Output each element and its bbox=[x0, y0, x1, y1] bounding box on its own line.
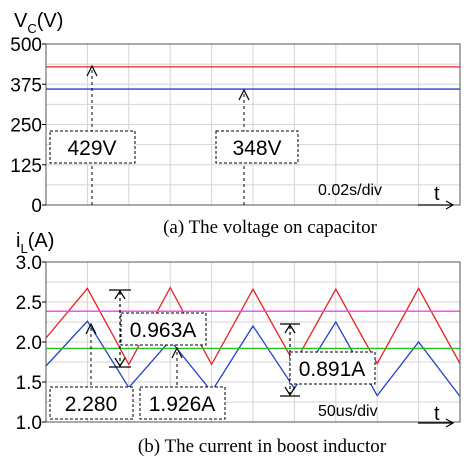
panel-a-annotation-red: 429V bbox=[67, 137, 116, 160]
panel-b-time-scale: 50us/div bbox=[318, 403, 378, 420]
panel-a-annotation-box-red bbox=[49, 130, 136, 164]
panel-a-ytick-label: 125 bbox=[10, 156, 42, 177]
panel-b-series-1-line bbox=[45, 320, 461, 397]
panel-b-ytick-label: 1.5 bbox=[16, 373, 42, 394]
panel-b-annotation-green: 1.926A bbox=[149, 393, 216, 416]
panel-b-ripple-red-marker bbox=[109, 289, 131, 368]
panel-a-annotation-box-blue bbox=[215, 130, 299, 164]
panel-b-annotation-box-magenta bbox=[49, 386, 134, 420]
panel-b-annotation-box-blue bbox=[289, 351, 376, 385]
panel-b-ytick-label: 2.5 bbox=[16, 293, 42, 314]
panel-b-annotation-blue: 0.891A bbox=[299, 358, 366, 381]
panel-b-ytick-label: 2.0 bbox=[16, 333, 42, 354]
panel-b-annotation-magenta: 2.280 bbox=[65, 393, 118, 416]
panel-b-arrowhead-magenta bbox=[85, 322, 97, 335]
panel-b-chart: 1.0 1.5 2.0 2.5 3.0 iL(A) 0.963A 2.280 bbox=[16, 230, 461, 457]
panel-b-series-0-line bbox=[45, 286, 461, 366]
panel-b-annotation-red: 0.963A bbox=[130, 319, 197, 342]
panel-a-time-scale: 0.02s/div bbox=[318, 182, 382, 199]
panel-a-caption: (a) The voltage on capacitor bbox=[163, 217, 377, 238]
panel-b-annotation-box-green bbox=[139, 386, 226, 420]
panel-a-annotation-blue: 348V bbox=[232, 137, 281, 160]
panel-a-ytick-label: 0 bbox=[31, 196, 42, 217]
panel-a-time-arrowhead bbox=[445, 200, 455, 210]
panel-a-ytick-label: 500 bbox=[10, 35, 42, 56]
panel-a-arrowhead-blue bbox=[238, 88, 250, 101]
panel-b-xlabel: t bbox=[434, 403, 440, 425]
panel-b-time-arrowhead bbox=[445, 418, 455, 428]
panel-a-ylabel: VC(V) bbox=[14, 10, 63, 36]
panel-b-ylabel: iL(A) bbox=[16, 230, 54, 256]
panel-b-caption: (b) The current in boost inductor bbox=[138, 436, 387, 457]
panel-a-arrowhead-red bbox=[86, 64, 98, 77]
panel-b-arrowhead-green bbox=[171, 346, 183, 359]
panel-b-annotation-box-red bbox=[120, 312, 207, 346]
panel-a-xlabel: t bbox=[434, 183, 440, 205]
panel-b-ytick-label: 3.0 bbox=[16, 253, 42, 274]
panel-b-ytick-label: 1.0 bbox=[16, 413, 42, 434]
panel-a-ytick-label: 250 bbox=[10, 116, 42, 137]
panel-b-annotation-leaders bbox=[90, 328, 178, 388]
panel-a-ytick-label: 375 bbox=[10, 75, 42, 96]
